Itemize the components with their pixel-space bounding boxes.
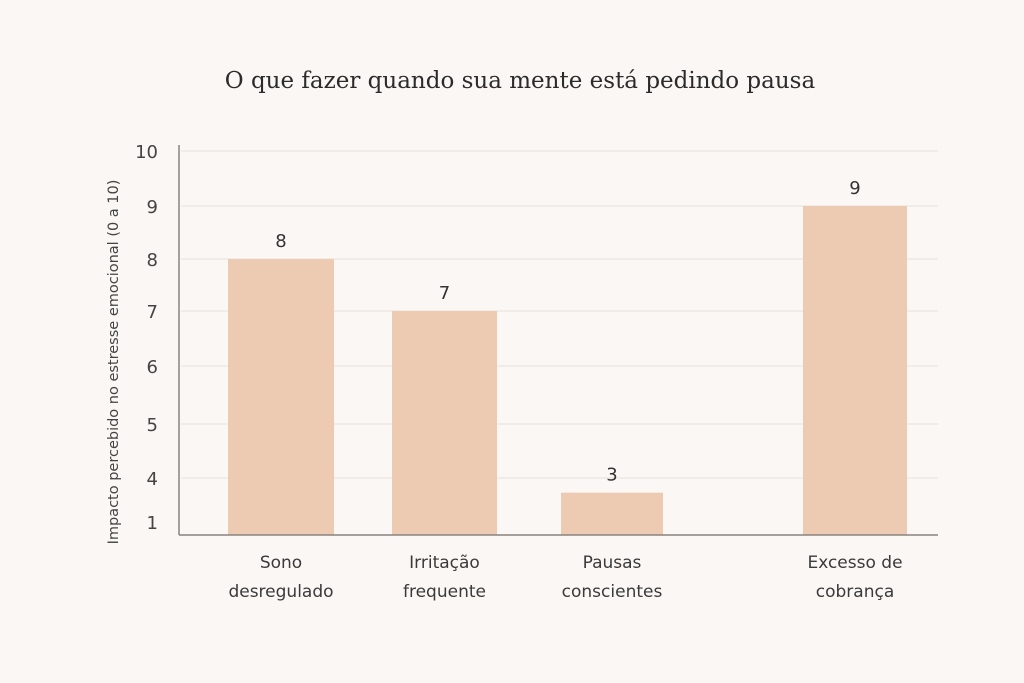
bar xyxy=(803,206,907,535)
y-tick-label: 7 xyxy=(147,302,158,323)
y-tick-label: 4 xyxy=(147,469,158,490)
bar-value-label: 7 xyxy=(439,283,450,304)
chart-title: O que fazer quando sua mente está pedind… xyxy=(225,68,816,94)
bar-value-label: 8 xyxy=(275,231,286,252)
x-category-label: Pausas xyxy=(583,553,642,573)
bar-value-label: 3 xyxy=(606,465,617,486)
bar-value-label: 9 xyxy=(849,178,860,199)
y-tick-label: 5 xyxy=(147,415,158,436)
y-tick-label: 1 xyxy=(147,513,158,534)
y-tick-label: 6 xyxy=(147,357,158,378)
y-tick-label: 9 xyxy=(147,197,158,218)
x-category-label: Irritação xyxy=(409,553,480,573)
y-tick-label: 8 xyxy=(147,250,158,271)
bar xyxy=(228,259,334,535)
bar xyxy=(392,311,497,535)
x-category-label: conscientes xyxy=(562,582,663,602)
bar xyxy=(561,492,663,535)
x-category-label: Sono xyxy=(260,553,302,573)
x-category-label: desregulado xyxy=(228,582,333,602)
x-category-label: frequente xyxy=(403,582,486,602)
y-axis-label: Impacto percebido no estresse emocional … xyxy=(106,180,122,545)
y-tick-label: 10 xyxy=(135,142,158,163)
x-category-label: Excesso de xyxy=(807,553,902,573)
x-category-label: cobrança xyxy=(816,582,894,602)
